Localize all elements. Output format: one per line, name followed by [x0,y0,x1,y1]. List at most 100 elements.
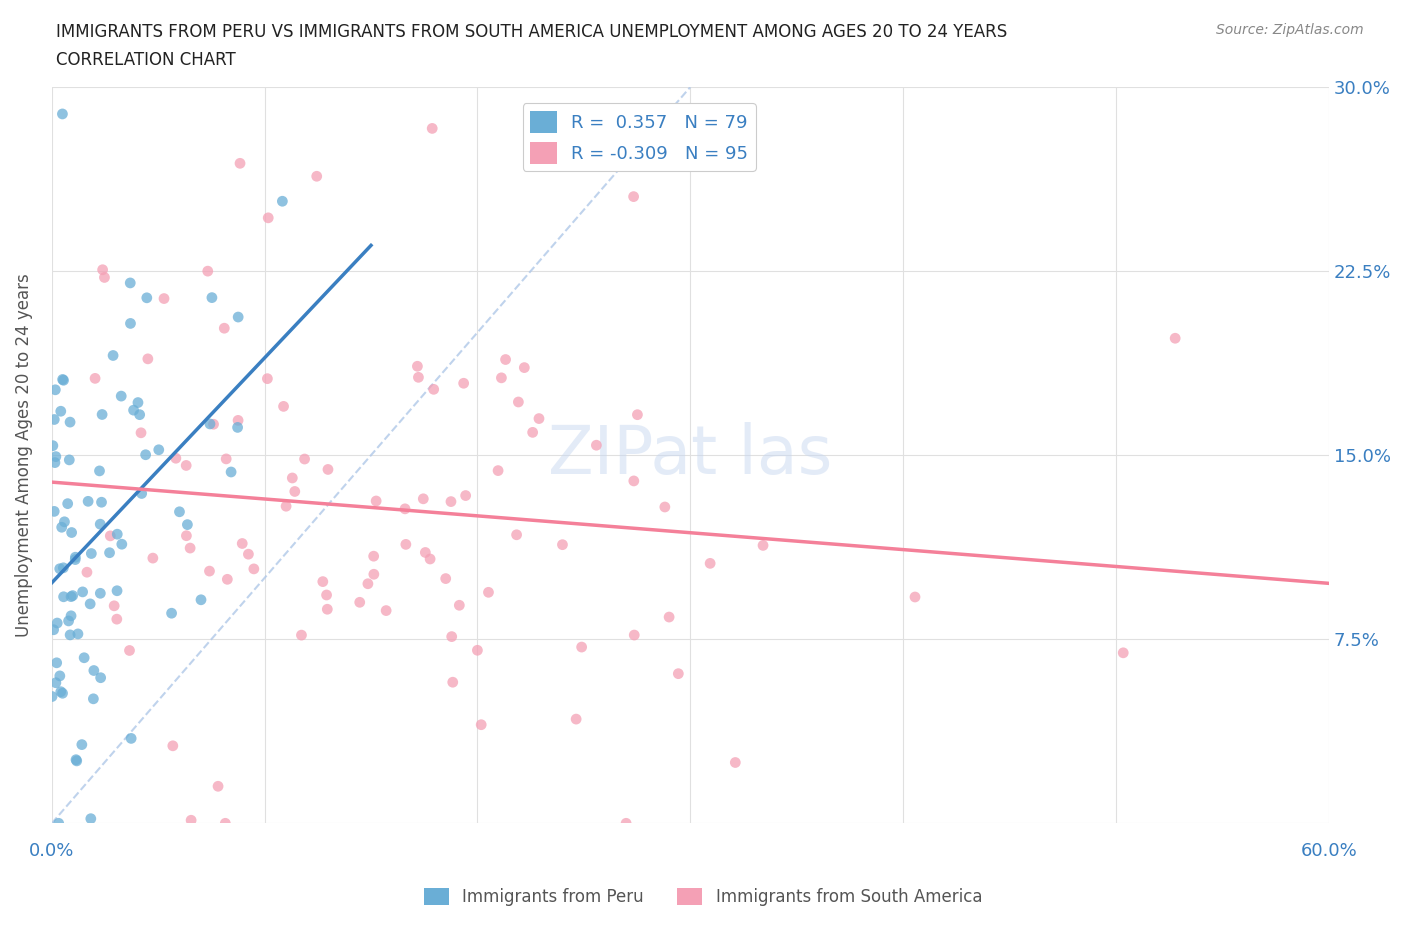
Point [48,816,70,830]
Point [699,556,721,571]
Point [120,731,142,746]
Point [135,290,157,305]
Legend: R =  0.357   N = 79, R = -0.309   N = 95: R = 0.357 N = 79, R = -0.309 N = 95 [523,103,755,171]
Point [128,407,150,422]
Point [98,528,121,543]
Text: Source: ZipAtlas.com: Source: ZipAtlas.com [1216,23,1364,37]
Point [316,602,339,617]
Point [180,813,202,828]
Point [256,371,278,386]
Point [153,291,176,306]
Point [41,689,63,704]
Point [131,486,153,501]
Point [77,494,100,509]
Point [53,514,76,529]
Point [420,121,443,136]
Point [406,359,429,374]
Point [80,546,103,561]
Point [290,628,312,643]
Point [80,811,103,826]
Point [49,404,72,418]
Point [44,412,66,427]
Point [142,551,165,565]
Point [284,484,307,498]
Point [52,561,75,576]
Point [49,669,72,684]
Point [571,640,593,655]
Point [76,565,98,579]
Point [52,372,75,387]
Point [495,352,517,367]
Point [257,210,280,225]
Point [623,628,645,643]
Point [48,562,70,577]
Point [904,590,927,604]
Point [666,666,689,681]
Point [281,471,304,485]
Point [363,549,385,564]
Point [45,656,67,671]
Text: IMMIGRANTS FROM PERU VS IMMIGRANTS FROM SOUTH AMERICA UNEMPLOYMENT AMONG AGES 20: IMMIGRANTS FROM PERU VS IMMIGRANTS FROM … [56,23,1008,41]
Point [66,627,89,642]
Point [198,564,221,578]
Point [271,193,294,208]
Point [136,352,159,366]
Point [160,605,183,620]
Point [79,596,101,611]
Point [440,630,463,644]
Point [89,586,111,601]
Point [65,550,87,565]
Legend: Immigrants from Peru, Immigrants from South America: Immigrants from Peru, Immigrants from So… [418,881,988,912]
Point [65,552,87,567]
Point [51,520,73,535]
Point [201,290,224,305]
Point [105,526,128,541]
Point [654,499,676,514]
Point [105,612,128,627]
Point [93,270,115,285]
Point [103,598,125,613]
Point [174,458,197,472]
Point [273,399,295,414]
Point [84,371,107,386]
Point [58,614,80,629]
Point [440,494,463,509]
Point [215,451,238,466]
Point [419,551,441,566]
Point [752,538,775,552]
Point [127,395,149,410]
Point [176,517,198,532]
Point [45,675,67,690]
Point [349,595,371,610]
Point [395,537,418,551]
Point [44,455,66,470]
Point [238,547,260,562]
Point [190,592,212,607]
Point [724,755,747,770]
Point [52,590,75,604]
Point [422,382,444,397]
Point [56,497,79,512]
Point [42,622,65,637]
Point [91,262,114,277]
Point [623,189,645,204]
Point [305,169,328,184]
Point [207,778,229,793]
Text: 60.0%: 60.0% [1301,842,1357,859]
Point [585,438,607,453]
Point [129,425,152,440]
Point [42,438,65,453]
Point [565,711,588,726]
Point [179,540,201,555]
Point [1164,331,1187,346]
Point [214,816,236,830]
Point [46,616,69,631]
Point [60,590,83,604]
Point [111,537,134,551]
Point [60,608,83,623]
Point [118,643,141,658]
Point [449,598,471,613]
Point [65,752,87,767]
Point [491,370,513,385]
Point [62,588,84,603]
